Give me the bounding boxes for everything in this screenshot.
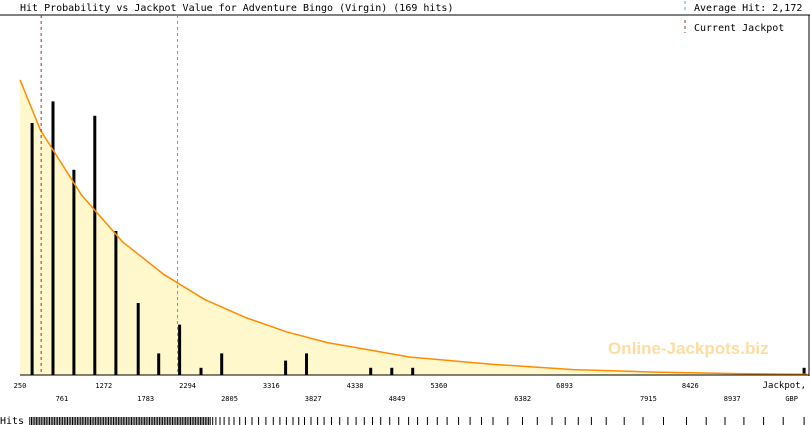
x-tick-label: 4338 — [347, 382, 364, 390]
x-tick-label: 6893 — [556, 382, 573, 390]
x-tick-label: 2294 — [179, 382, 196, 390]
hits-label: Hits — [0, 416, 24, 425]
bar — [30, 123, 34, 375]
bar — [802, 367, 806, 375]
bar — [93, 115, 97, 376]
x-tick-label: 2805 — [221, 395, 238, 403]
watermark: Online-Jackpots.biz — [608, 339, 769, 358]
bar — [51, 101, 55, 376]
x-tick-label: 1272 — [95, 382, 112, 390]
bar — [136, 303, 140, 375]
x-axis-unit: GBP — [785, 395, 798, 403]
x-tick-label: 3316 — [263, 382, 280, 390]
x-tick-label: 3827 — [305, 395, 322, 403]
average-hit-legend-label: Average Hit: 2,172 — [694, 3, 802, 14]
x-tick-label: 761 — [56, 395, 69, 403]
probability-curve — [19, 79, 808, 376]
bar — [157, 353, 161, 375]
x-tick-label: 7915 — [640, 395, 657, 403]
curve-area — [20, 79, 807, 376]
x-tick-label: 8426 — [682, 382, 699, 390]
bar — [369, 367, 373, 375]
bar — [390, 367, 394, 375]
x-axis-label: Jackpot, — [763, 381, 806, 391]
x-tick-label: 4849 — [389, 395, 406, 403]
bar — [72, 169, 76, 375]
x-tick-label: 5360 — [430, 382, 447, 390]
bar — [199, 367, 203, 375]
x-tick-label: 6382 — [514, 395, 531, 403]
current-jackpot-legend-label: Current Jackpot — [694, 23, 784, 34]
x-tick-label: 8937 — [724, 395, 741, 403]
x-tick-label: 1783 — [137, 395, 154, 403]
chart-title: Hit Probability vs Jackpot Value for Adv… — [20, 3, 453, 14]
bar — [220, 353, 224, 375]
bar — [284, 360, 288, 375]
bar — [178, 324, 182, 375]
x-tick-label: 250 — [14, 382, 27, 390]
bar — [411, 367, 415, 375]
bar — [305, 353, 308, 375]
bar — [114, 231, 118, 375]
